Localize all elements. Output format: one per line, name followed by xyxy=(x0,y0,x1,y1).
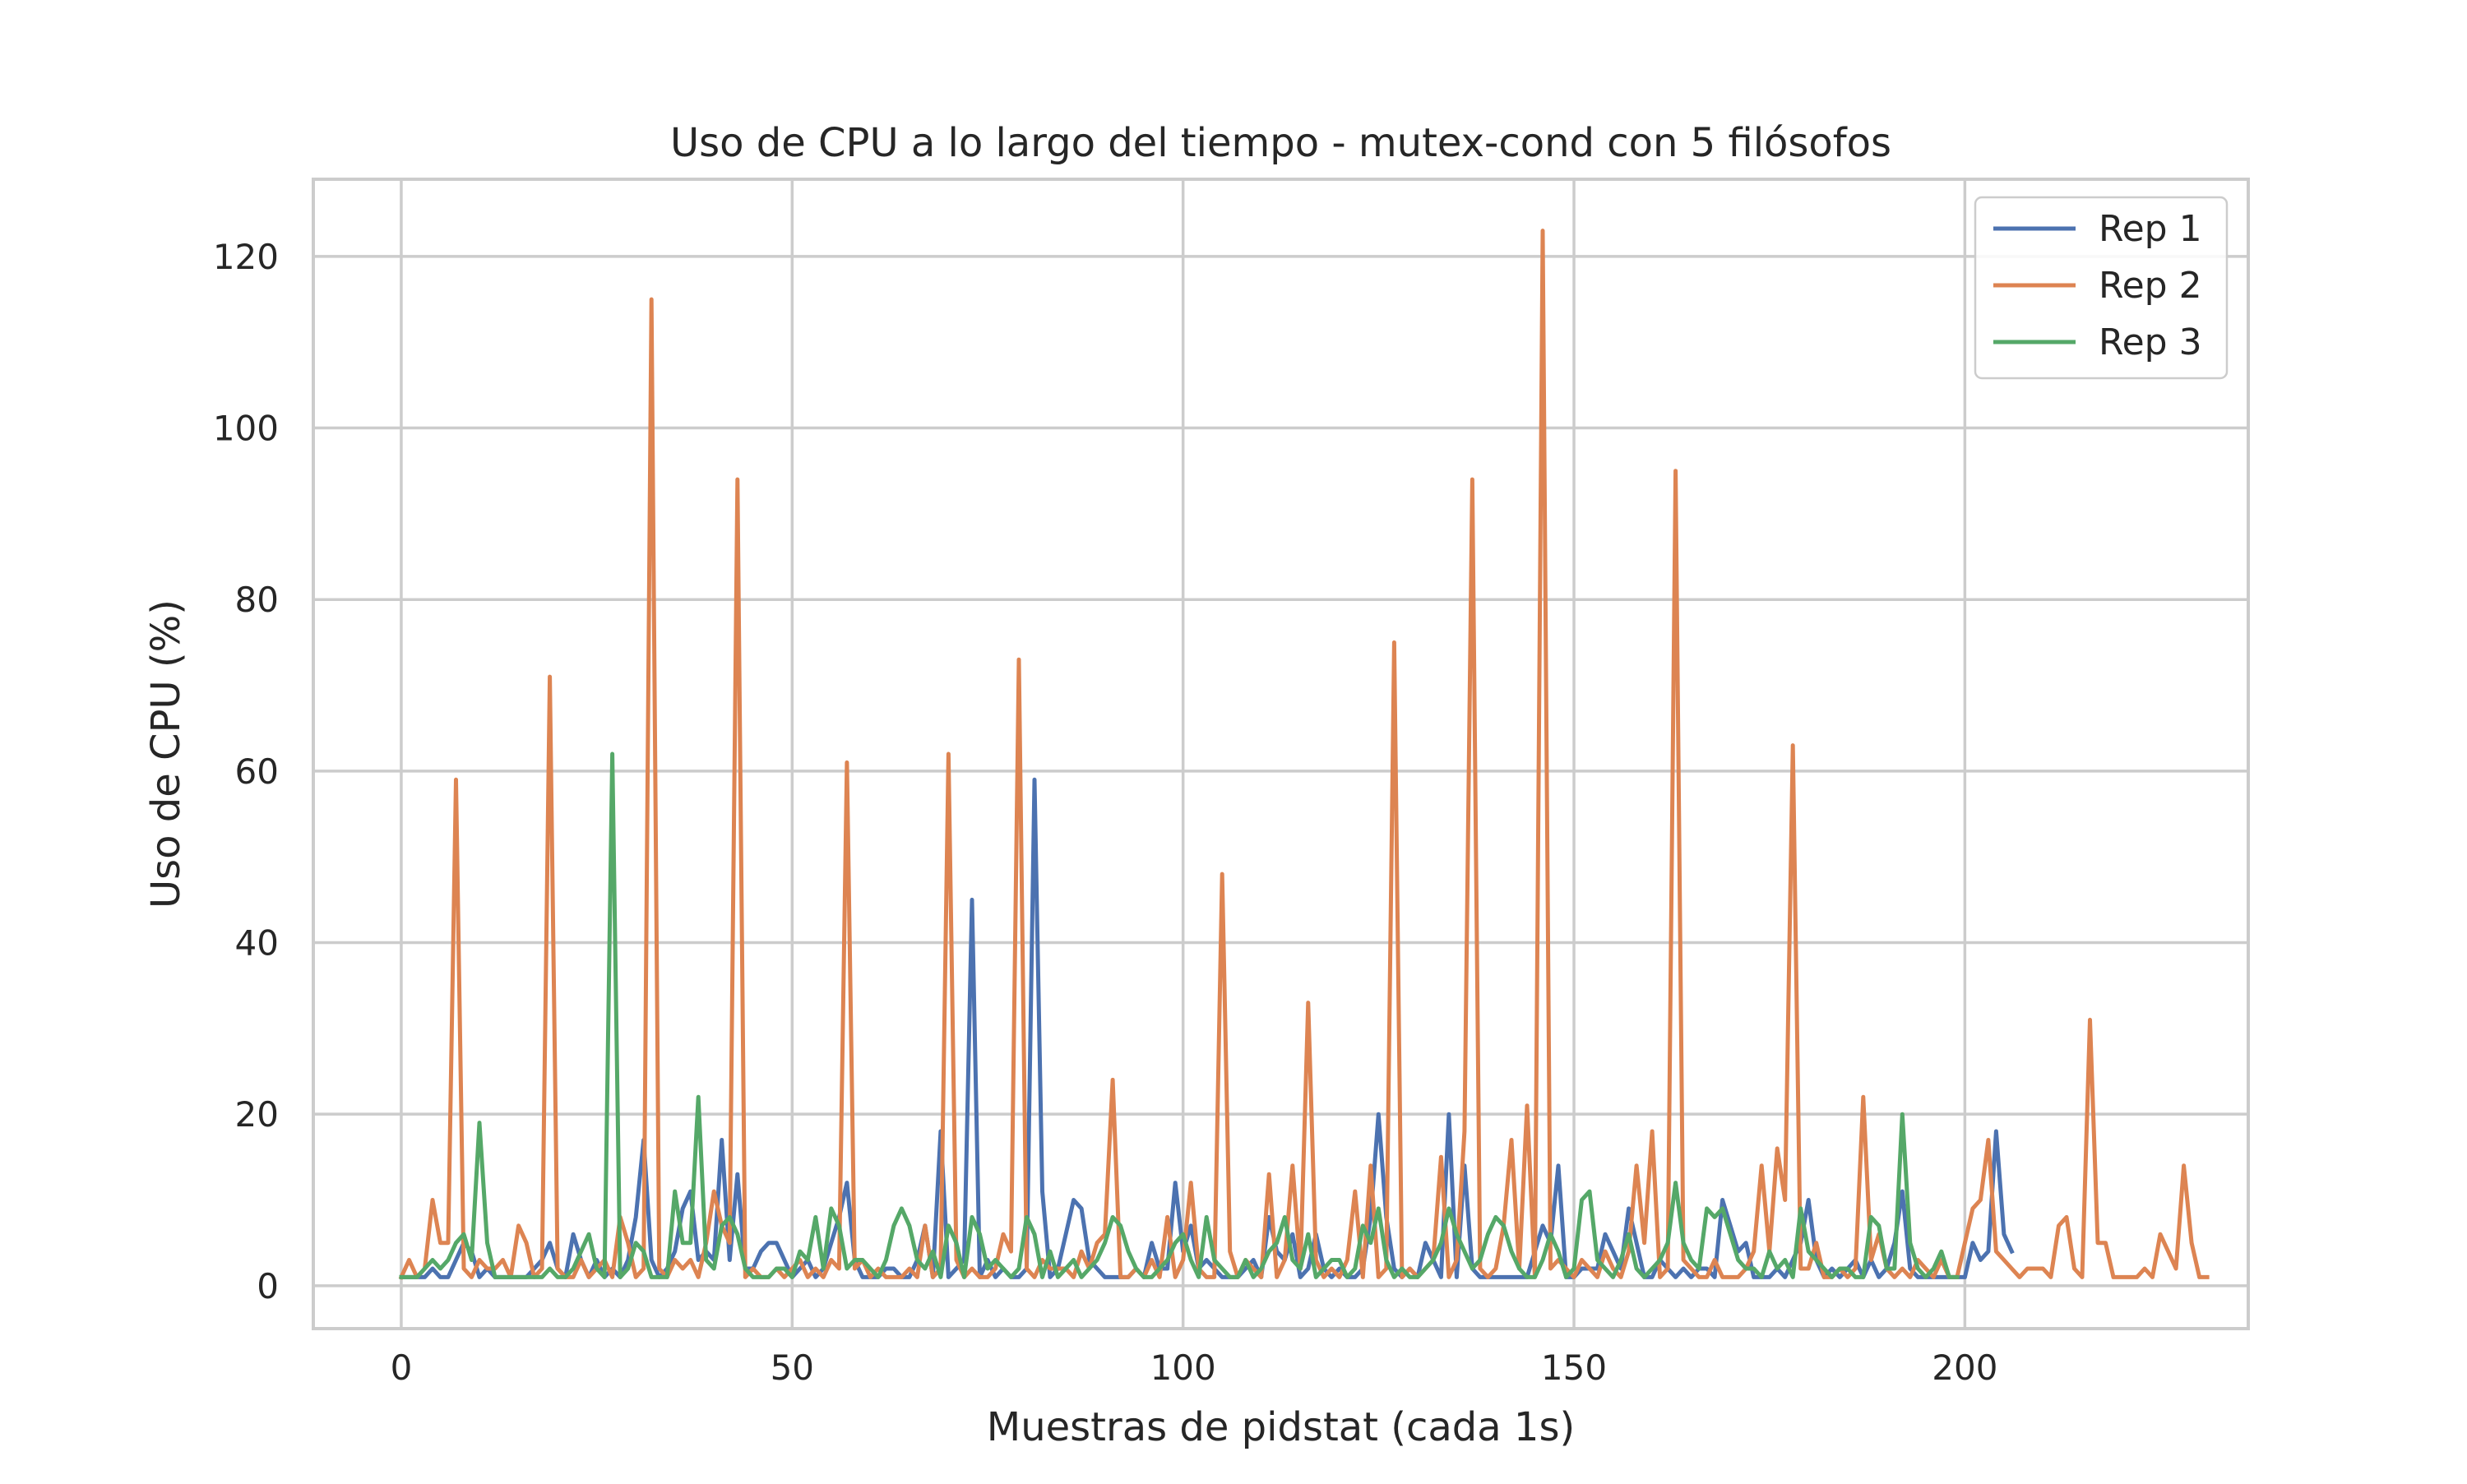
series-layer xyxy=(398,229,2210,1280)
legend-box xyxy=(1974,196,2229,380)
x-tick-label: 50 xyxy=(771,1348,814,1388)
legend-label-rep-2: Rep 2 xyxy=(2099,265,2202,307)
tick-layer: 0 50 100 150 200 0 20 40 60 80 100 120 xyxy=(213,237,1998,1388)
y-axis-label: Uso de CPU (%) xyxy=(143,599,189,908)
x-tick-label: 150 xyxy=(1541,1348,1607,1388)
x-tick-label: 100 xyxy=(1150,1348,1216,1388)
legend-label-rep-3: Rep 3 xyxy=(2099,321,2202,363)
y-tick-label: 20 xyxy=(235,1094,279,1135)
grid-layer xyxy=(313,179,2248,1329)
x-tick-label: 200 xyxy=(1932,1348,1997,1388)
x-tick-label: 0 xyxy=(391,1348,413,1388)
y-tick-label: 40 xyxy=(235,923,279,964)
legend-label-rep-1: Rep 1 xyxy=(2099,208,2202,250)
y-tick-label: 80 xyxy=(235,580,279,620)
chart-title: Uso de CPU a lo largo del tiempo - mutex… xyxy=(670,120,1891,166)
legend: Rep 1 Rep 2 Rep 3 xyxy=(1974,196,2229,380)
series-line-rep-3 xyxy=(399,751,1960,1279)
x-axis-label: Muestras de pidstat (cada 1s) xyxy=(987,1404,1575,1450)
y-tick-label: 60 xyxy=(235,751,279,792)
plot-frame xyxy=(312,178,2250,1330)
y-tick-label: 100 xyxy=(213,409,279,449)
series-line-rep-2 xyxy=(398,229,2210,1280)
y-tick-label: 120 xyxy=(213,237,279,277)
y-tick-label: 0 xyxy=(257,1266,279,1306)
